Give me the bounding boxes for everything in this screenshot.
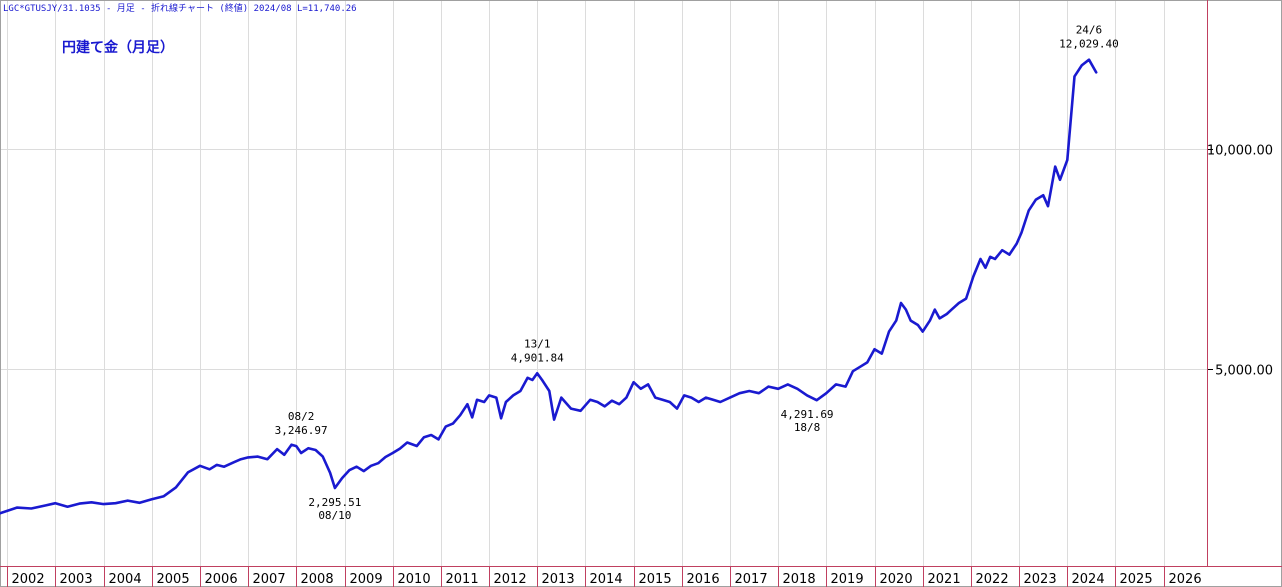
- annotation-price-3: 4,291.69: [781, 408, 834, 421]
- annotation-date-4: 24/6: [1076, 24, 1103, 37]
- x-tick-label-2023: 2023: [1024, 572, 1057, 587]
- y-tick-label-10000: 10,000.00: [1207, 144, 1273, 159]
- x-tick-label-2005: 2005: [157, 572, 190, 587]
- x-tick-label-2009: 2009: [350, 572, 383, 587]
- x-tick-label-2008: 2008: [301, 572, 334, 587]
- x-tick-label-2002: 2002: [12, 572, 45, 587]
- x-tick-label-2022: 2022: [976, 572, 1009, 587]
- x-tick-label-2024: 2024: [1072, 572, 1105, 587]
- x-tick-label-2020: 2020: [880, 572, 913, 587]
- x-tick-label-2003: 2003: [60, 572, 93, 587]
- x-tick-label-2021: 2021: [928, 572, 961, 587]
- annotation-date-1: 08/10: [318, 509, 351, 522]
- x-tick-label-2025: 2025: [1120, 572, 1153, 587]
- annotation-price-4: 12,029.40: [1059, 38, 1119, 51]
- annotation-date-3: 18/8: [794, 421, 821, 434]
- x-tick-label-2016: 2016: [687, 572, 720, 587]
- x-tick-label-2015: 2015: [639, 572, 672, 587]
- x-tick-label-2018: 2018: [783, 572, 816, 587]
- x-tick-label-2017: 2017: [735, 572, 768, 587]
- chart-header-info: LGC*GTUSJY/31.1035 - 月足 - 折れ線チャート (終値) 2…: [3, 2, 357, 14]
- series-line-0: [0, 58, 1098, 515]
- annotation-price-0: 3,246.97: [275, 424, 328, 437]
- x-tick-label-2004: 2004: [109, 572, 142, 587]
- annotation-price-1: 2,295.51: [308, 496, 361, 509]
- x-tick-label-2006: 2006: [205, 572, 238, 587]
- x-tick-label-2019: 2019: [831, 572, 864, 587]
- x-tick-label-2010: 2010: [398, 572, 431, 587]
- series-layer: [0, 58, 1098, 515]
- x-tick-label-2026: 2026: [1169, 572, 1202, 587]
- x-tick-label-2007: 2007: [253, 572, 286, 587]
- x-tick-label-2013: 2013: [542, 572, 575, 587]
- x-tick-label-2012: 2012: [494, 572, 527, 587]
- annotation-date-2: 13/1: [524, 337, 551, 350]
- annotation-date-0: 08/2: [288, 410, 315, 423]
- x-tick-label-2014: 2014: [590, 572, 623, 587]
- y-tick-label-5000: 5,000.00: [1215, 364, 1273, 379]
- grid-layer: [0, 0, 1207, 566]
- annotation-price-2: 4,901.84: [511, 351, 564, 364]
- x-tick-label-2011: 2011: [446, 572, 479, 587]
- chart-title: 円建て金（月足）: [62, 39, 174, 56]
